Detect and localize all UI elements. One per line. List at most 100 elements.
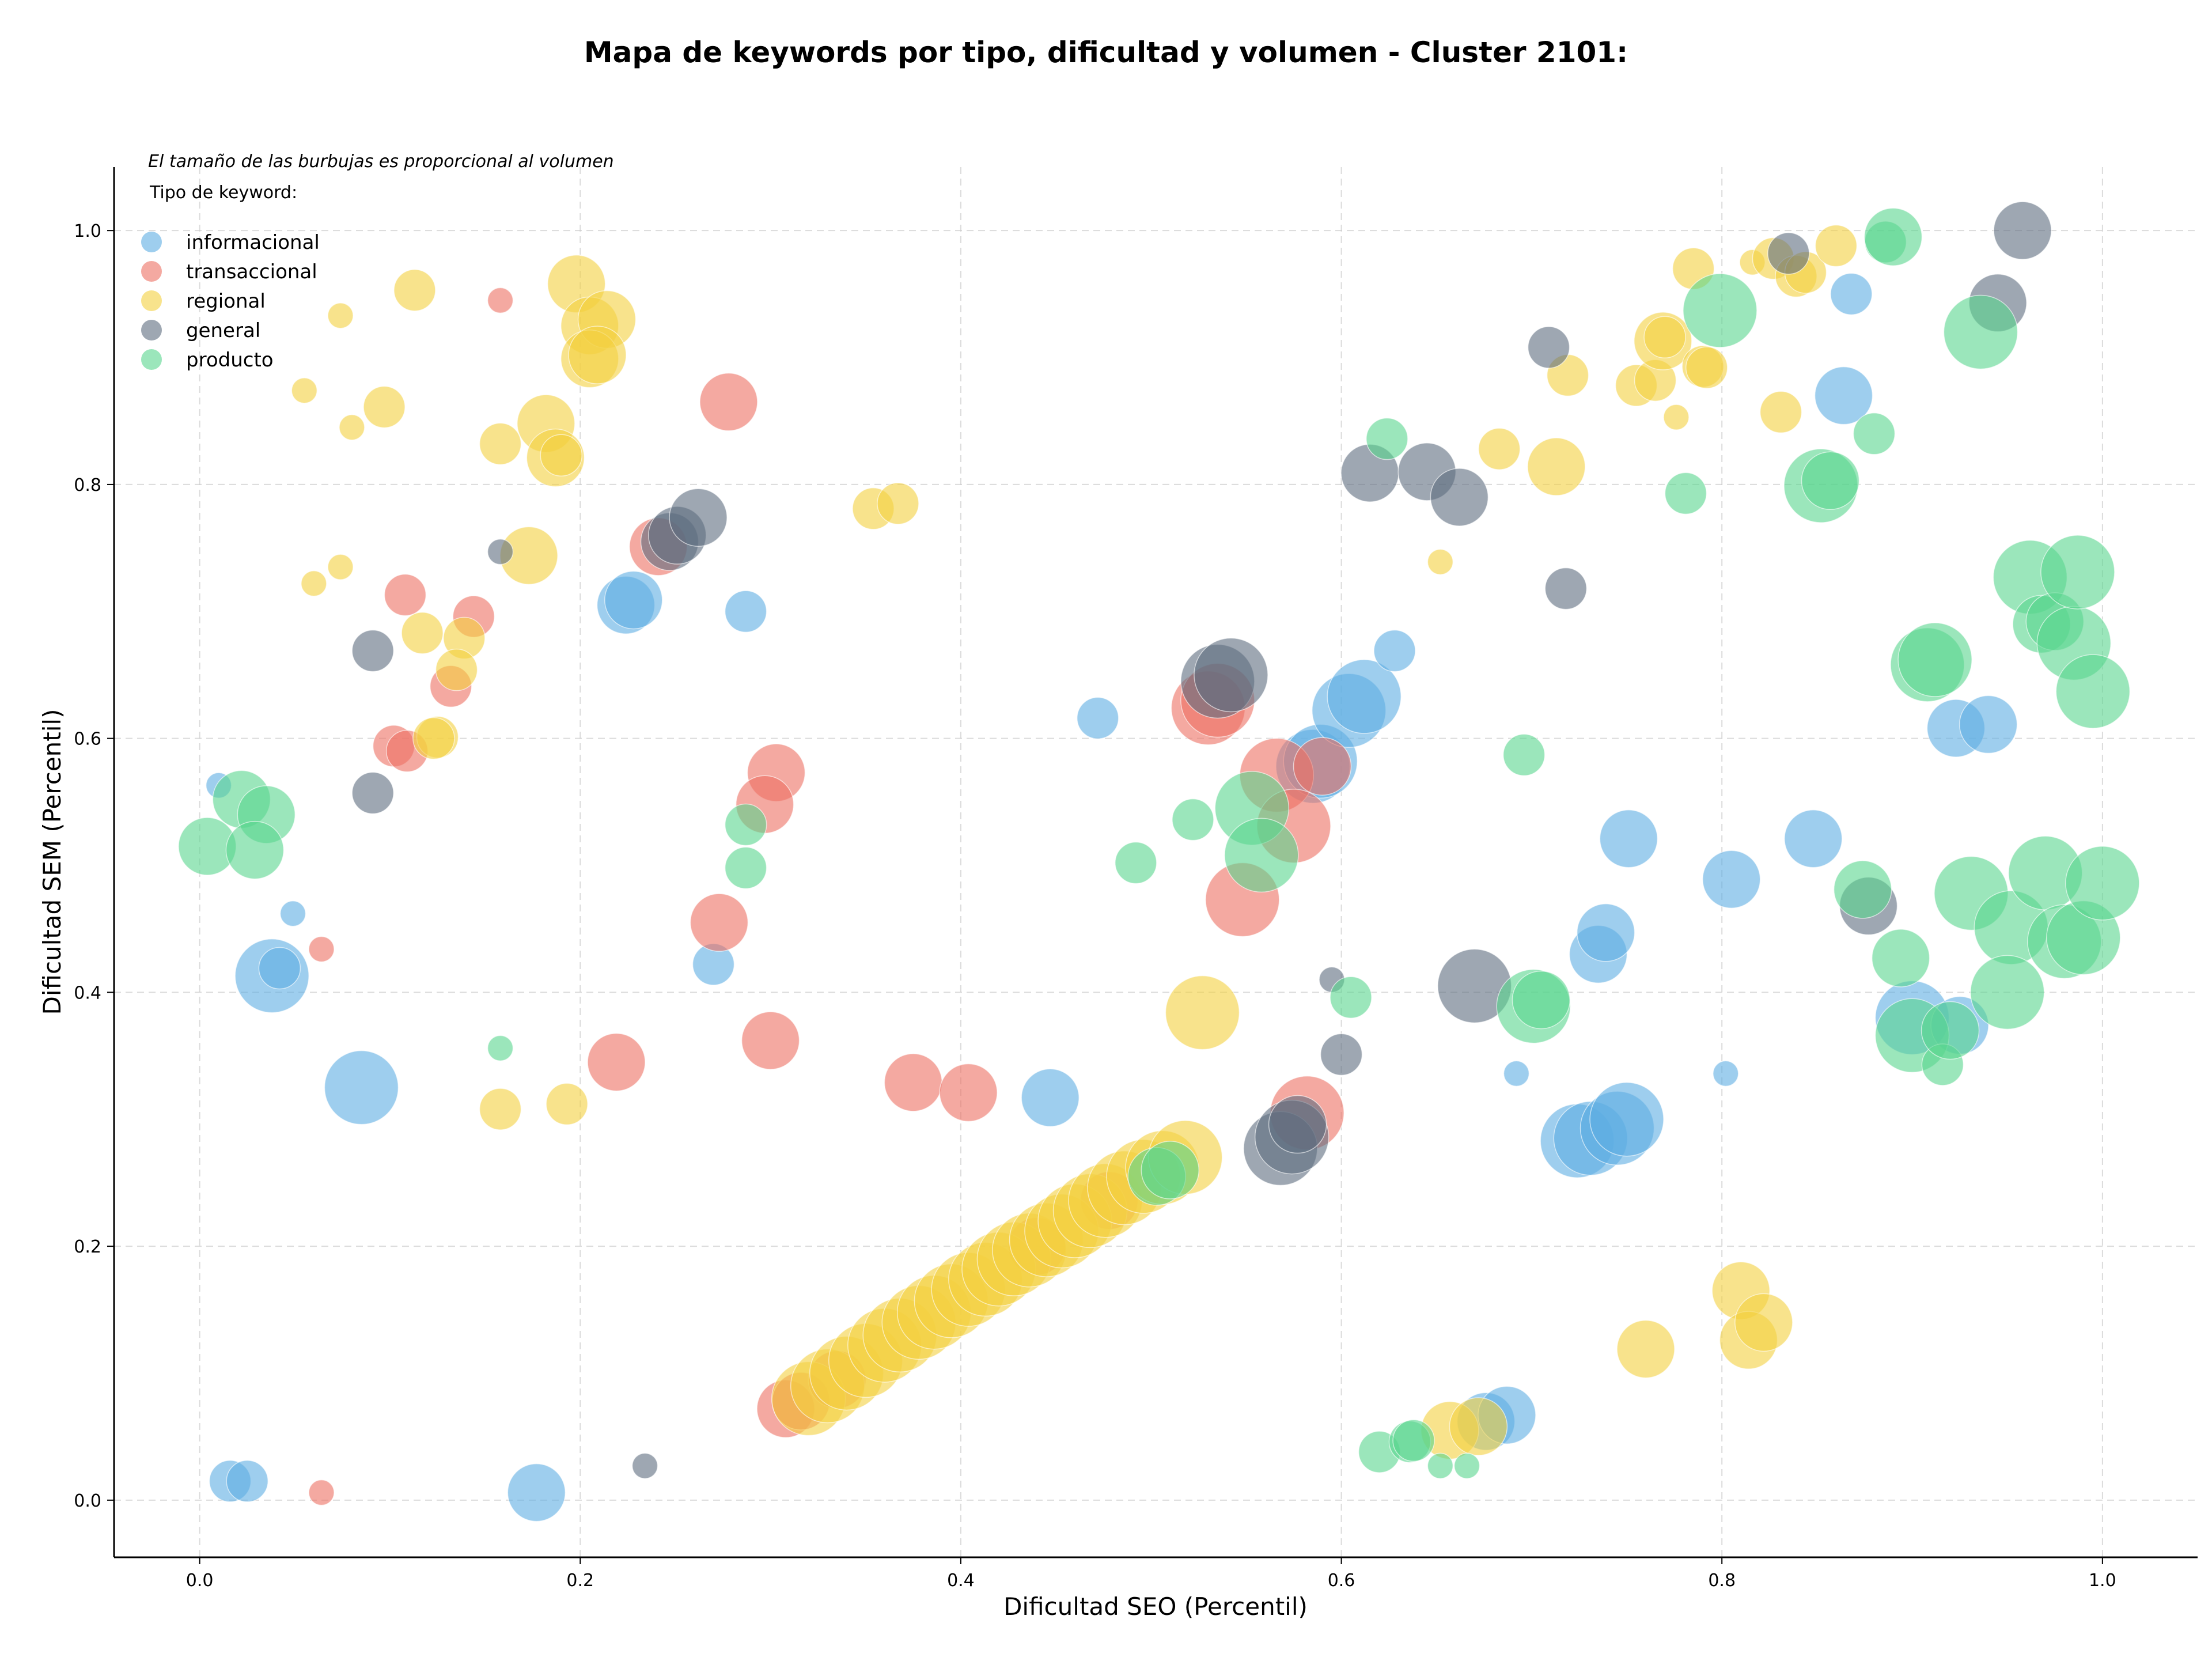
bubble-producto [1853,413,1896,455]
bubble-producto [1921,1001,1980,1060]
legend-label-general: general [186,319,260,342]
bubble-informacional [724,590,767,633]
bubble-general [669,488,728,547]
bubble-informacional [1589,1081,1664,1157]
bubble-regional [291,377,318,404]
bubble-general [1993,201,2052,260]
bubble-informacional [1327,659,1402,734]
x-tick-label: 0.8 [1708,1571,1736,1591]
bubble-regional [401,611,444,654]
bubble-general [487,538,514,565]
legend-label-producto: producto [186,349,274,372]
bubble-producto [2040,535,2115,610]
legend-label-informacional: informacional [186,231,320,254]
bubble-general [1527,326,1570,369]
legend: informacional transaccional regional genera… [141,231,320,372]
series-producto [178,207,2140,1480]
bubble-informacional [1713,1060,1739,1087]
bubble-general [351,629,394,672]
bubble-general [1544,567,1588,610]
y-tick-label: 0.0 [74,1491,101,1511]
bubble-producto [1664,472,1707,515]
bubble-producto [1943,294,2018,370]
bubble-producto [1141,1141,1200,1200]
legend-label-transaccional: transaccional [186,260,317,283]
legend-label-regional: regional [186,290,266,313]
bubble-producto [1224,818,1299,893]
bubble-regional [301,570,327,597]
bubble-general [1320,1033,1363,1076]
bubble-regional [1165,975,1240,1050]
bubble-regional [1685,346,1728,389]
bubble-regional [339,414,365,441]
chart-title: Mapa de keywords por tipo, dificultad y … [584,36,1628,69]
x-tick-label: 0.2 [566,1571,594,1591]
bubble-general [1268,1095,1327,1154]
bubble-regional [363,385,406,429]
bubble-transaccional [308,1479,335,1506]
x-tick-label: 0.4 [947,1571,975,1591]
x-tick-label: 0.0 [186,1571,214,1591]
bubble-informacional [1503,1060,1530,1087]
x-axis-label: Dificultad SEO (Percentil) [1003,1592,1308,1621]
ticks: 0.0 0.2 0.4 0.6 0.8 1.0 0.0 0.2 0.4 0.6 0.8 1.0 [74,221,2116,1591]
grid-lines [114,167,2198,1557]
y-tick-label: 1.0 [74,221,101,241]
y-tick-label: 0.2 [74,1237,101,1257]
series-transaccional [308,287,1352,1506]
x-tick-label: 0.6 [1328,1571,1355,1591]
bubble-regional [412,717,455,760]
bubble-regional [1616,1319,1675,1379]
bubble-informacional [1784,809,1843,868]
bubble-informacional [1830,273,1873,316]
axes [113,167,2198,1558]
bubble-regional [1734,1293,1793,1352]
bubble-producto [2065,846,2140,921]
bubble-informacional [1599,809,1658,868]
bubble-regional [1427,548,1454,576]
legend-marker-regional [141,290,162,311]
bubble-general [1194,637,1268,713]
bubble-regional [479,422,522,466]
bubble-producto [1115,841,1157,884]
bubble-informacional [1702,850,1761,909]
bubble-transaccional [699,372,758,432]
bubble-informacional [279,900,306,927]
bubble-general [1767,232,1810,275]
bubble-informacional [604,570,663,630]
legend-marker-producto [141,349,162,370]
bubble-transaccional [1293,737,1352,796]
series-general [351,201,2052,1480]
bubble-producto [1801,451,1860,510]
bubble-informacional [324,1050,399,1125]
bubble-producto [2055,654,2131,729]
legend-title: Tipo de keyword: [149,183,297,203]
bubble-informacional [258,947,301,990]
bubble-regional [1449,1397,1508,1456]
bubble-transaccional [308,936,335,963]
bubble-informacional [1576,903,1635,962]
legend-marker-informacional [141,232,162,252]
bubble-regional [877,482,919,525]
bubble-informacional [1373,629,1416,672]
bubble-regional [568,326,627,384]
bubble-transaccional [939,1063,998,1122]
bubble-producto [1330,976,1372,1019]
bubble-transaccional [690,893,749,952]
y-axis-label: Dificultad SEM (Percentil) [38,709,66,1015]
bubble-producto [1366,417,1408,460]
bubble-producto [1897,622,1972,697]
bubble-informacional [1077,697,1119,740]
legend-marker-transaccional [141,261,162,282]
bubble-regional [1663,404,1690,430]
bubble-regional [1527,437,1586,496]
bubble-producto [225,820,285,880]
y-tick-label: 0.8 [74,475,101,495]
bubble-producto [1863,207,1923,266]
bubble-regional [393,269,436,312]
bubble-producto [1683,273,1758,348]
bubble-regional [1643,316,1686,359]
bubble-general [631,1452,658,1480]
bubble-producto [1392,1419,1435,1462]
bubble-producto [1427,1452,1454,1480]
